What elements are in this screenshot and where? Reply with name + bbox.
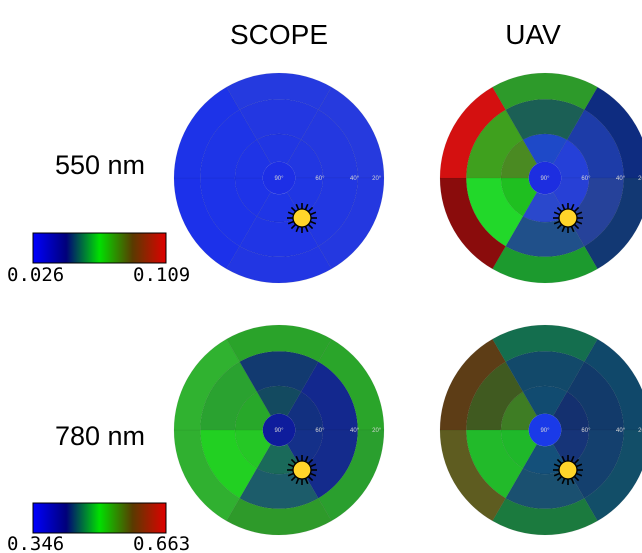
uav-550-ring2-sector2 [566,177,625,247]
colorbar-780-bar [32,502,167,534]
scope-780-ring3-sector6 [226,324,332,363]
uav-780-ring-label-4: 20° [638,428,642,434]
scope-550-ring-label-1: 90° [274,176,284,182]
colorbar-550-max: 0.109 [133,264,190,286]
uav-550-ring3-sector2 [583,177,642,270]
scope-780-ring-label-4: 20° [372,428,382,434]
scope-780-ring-label-1: 90° [274,428,284,434]
uav-780-ring3-sector6 [492,324,598,363]
scope-550-ring3-sector2 [317,177,385,270]
colorbar-550-min: 0.026 [7,264,64,286]
scope-780-ring2-sector5 [199,361,258,431]
column-header-scope: SCOPE [230,19,328,50]
scope-550-ring-label-4: 20° [372,176,382,182]
polar-plot-scope-780: 90° 60° 40° 20° [173,324,385,536]
uav-780-center [528,413,562,447]
scope-550-ring3-sector6 [226,72,332,111]
scope-550-ring-label-2: 60° [315,176,325,182]
uav-780-ring2-sector2 [566,429,625,499]
scope-780-ring3-sector5 [173,338,241,431]
sun-icon [553,455,583,485]
uav-550-ring-label-3: 40° [616,176,626,182]
sun-icon [553,203,583,233]
sun-icon [287,203,317,233]
scope-780-ring3-sector2 [317,429,385,522]
column-header-uav: UAV [505,19,561,50]
row-label-550: 550 nm [55,150,145,180]
polar-plot-uav-550: 90° 60° 40° 20° [439,72,642,284]
uav-780-ring3-sector5 [439,338,507,431]
colorbar-550-bar [32,232,167,264]
uav-550-center [528,161,562,195]
uav-780-ring-label-2: 60° [581,428,591,434]
sun-icon [287,455,317,485]
uav-550-ring-label-1: 90° [540,176,550,182]
uav-550-ring3-sector6 [492,72,598,111]
colorbar-550: 0.026 0.109 [7,232,190,286]
colorbar-780: 0.346 0.663 [7,502,190,553]
colorbar-780-min: 0.346 [7,533,64,553]
polar-plot-uav-780: 90° 60° 40° 20° [439,324,642,536]
scope-780-ring-label-2: 60° [315,428,325,434]
scope-550-center [262,161,296,195]
scope-780-ring2-sector6 [239,350,319,393]
uav-780-ring3-sector2 [583,429,642,522]
colorbar-780-max: 0.663 [133,533,190,553]
polar-plot-scope-550: 90° 60° 40° 20° [173,72,385,284]
uav-550-ring-label-4: 20° [638,176,642,182]
scope-780-ring2-sector2 [300,429,359,499]
uav-780-ring-label-3: 40° [616,428,626,434]
uav-780-ring2-sector6 [505,350,585,393]
scope-780-center [262,413,296,447]
row-label-780: 780 nm [55,421,145,451]
scope-550-ring2-sector2 [300,177,359,247]
uav-780-ring-label-1: 90° [540,428,550,434]
uav-550-ring-label-2: 60° [581,176,591,182]
uav-780-ring2-sector5 [465,361,524,431]
scope-550-ring-label-3: 40° [350,176,360,182]
scope-780-ring-label-3: 40° [350,428,360,434]
